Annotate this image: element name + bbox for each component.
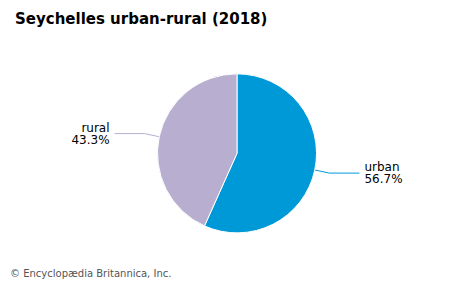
svg-text:rural: rural	[81, 120, 110, 135]
svg-text:Seychelles urban-rural (2018): Seychelles urban-rural (2018)	[15, 10, 267, 28]
svg-text:56.7%: 56.7%	[364, 172, 402, 186]
svg-text:43.3%: 43.3%	[71, 133, 109, 147]
svg-text:© Encyclopædia Britannica, Inc: © Encyclopædia Britannica, Inc.	[10, 268, 171, 279]
svg-text:urban: urban	[364, 160, 400, 175]
